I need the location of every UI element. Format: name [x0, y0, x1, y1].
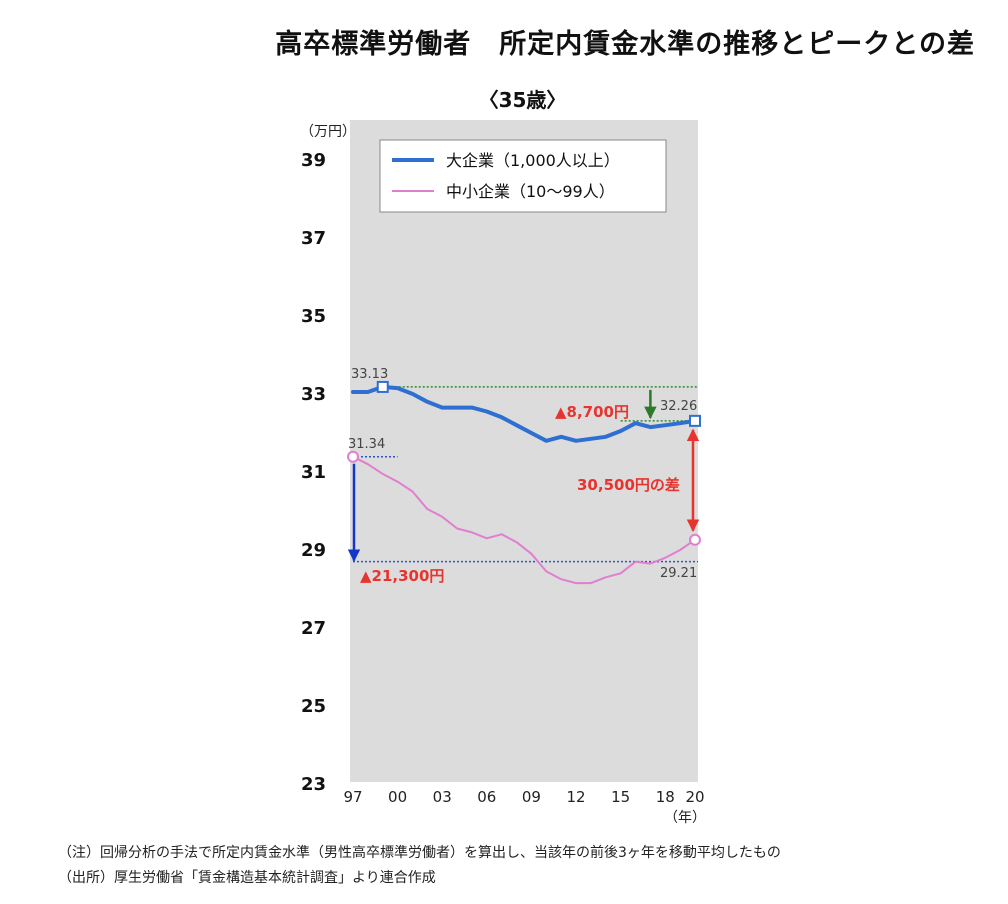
series-lines: [351, 384, 697, 585]
difference-arrows: [347, 389, 700, 562]
small-end-marker: [689, 533, 701, 546]
x-tick-label: 09: [522, 788, 541, 806]
chart-subtitle: 〈35歳〉: [478, 88, 567, 112]
x-tick-label: 18: [656, 788, 675, 806]
legend-box: [379, 139, 667, 213]
series-line-large: [351, 384, 697, 443]
chart-title: 高卒標準労働者 所定内賃金水準の推移とピークとの差: [275, 29, 975, 60]
large-peak-label: 33.13: [351, 367, 388, 382]
line-chart: 23 25 27 29 31 33 35 37 39 97 00 03 06 09 12 15 18 20 （万…: [300, 120, 706, 826]
y-tick-label: 25: [301, 696, 326, 717]
x-tick-label: 97: [343, 788, 362, 806]
y-tick-label: 23: [301, 774, 326, 795]
x-tick-label: 00: [388, 788, 407, 806]
large-end-marker: [689, 414, 701, 427]
y-tick-label: 35: [301, 306, 326, 327]
plot-area: [350, 120, 698, 782]
small-drop-label: ▲21,300円: [360, 567, 444, 585]
y-unit-label: （万円）: [300, 124, 356, 140]
large-peak-marker: [376, 380, 389, 393]
y-axis: 23 25 27 29 31 33 35 37 39: [301, 150, 326, 795]
footnote-source: （出所）厚生労働省「賃金構造基本統計調査」より連合作成: [58, 870, 436, 886]
small-peak-marker: [347, 450, 359, 463]
y-tick-label: 27: [301, 618, 326, 639]
x-tick-label: 12: [566, 788, 585, 806]
x-axis: 97 00 03 06 09 12 15 18 20: [343, 788, 704, 806]
gap-label: 30,500円の差: [577, 476, 680, 494]
value-markers: [347, 380, 701, 546]
series-line-small: [352, 455, 696, 585]
x-unit-label: （年）: [664, 810, 706, 826]
y-tick-label: 33: [301, 384, 326, 405]
large-drop-label: ▲8,700円: [555, 403, 629, 421]
y-tick-label: 39: [301, 150, 326, 171]
footnote-method: （注）回帰分析の手法で所定内賃金水準（男性高卒標準労働者）を算出し、当該年の前後…: [58, 845, 781, 861]
x-tick-label: 20: [685, 788, 704, 806]
legend-label-small: 中小企業（10〜99人）: [446, 182, 615, 201]
y-tick-label: 31: [301, 462, 326, 483]
small-end-label: 29.21: [660, 566, 697, 581]
large-end-label: 32.26: [660, 399, 697, 414]
x-tick-label: 06: [477, 788, 496, 806]
y-tick-label: 29: [301, 540, 326, 561]
small-peak-label: 31.34: [348, 437, 385, 452]
legend: 大企業（1,000人以上） 中小企業（10〜99人）: [379, 139, 667, 213]
x-tick-label: 03: [433, 788, 452, 806]
x-tick-label: 15: [611, 788, 630, 806]
y-tick-label: 37: [301, 228, 326, 249]
legend-label-large: 大企業（1,000人以上）: [446, 151, 620, 170]
